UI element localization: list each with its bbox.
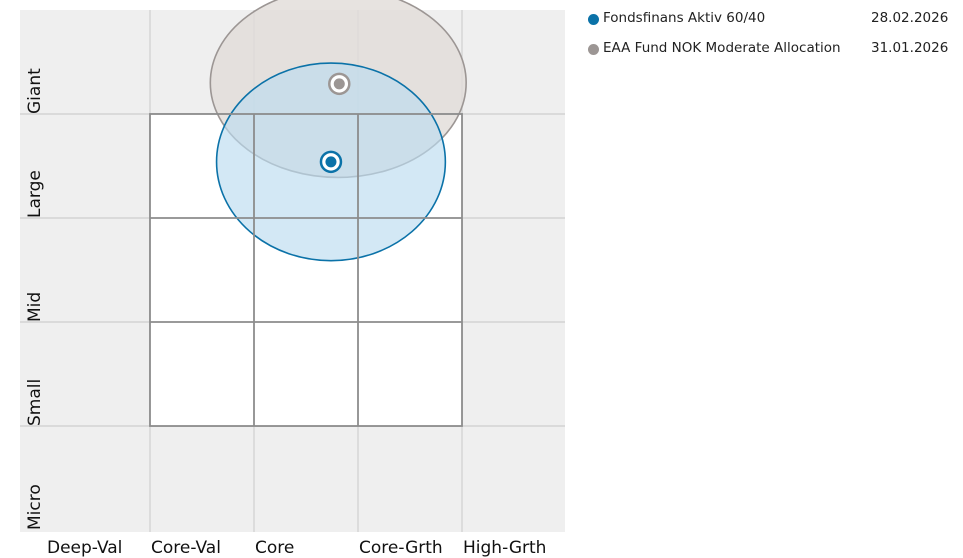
- legend-series-date: 28.02.2026: [871, 10, 949, 26]
- x-axis-labels: Deep-Val Core-Val Core Core-Grth High-Gr…: [47, 538, 546, 558]
- x-tick-label: Deep-Val: [47, 538, 122, 558]
- y-tick-label: Mid: [25, 292, 45, 322]
- style-box-cell: [150, 218, 254, 322]
- legend-item-category[interactable]: EAA Fund NOK Moderate Allocation 31.01.2…: [588, 40, 963, 62]
- peer-centroid-dot: [333, 78, 345, 90]
- style-box-grid: [149, 113, 463, 427]
- legend: Fondsfinans Aktiv 60/40 28.02.2026 EAA F…: [588, 10, 963, 70]
- style-box-cell: [358, 322, 462, 426]
- x-tick-label: Core-Val: [151, 538, 221, 558]
- fund-centroid-dot: [325, 156, 337, 168]
- y-tick-label: Large: [25, 170, 45, 218]
- style-box-outline: [149, 113, 463, 427]
- x-tick-label: High-Grth: [463, 538, 546, 558]
- style-box-cell: [254, 322, 358, 426]
- legend-series-name: Fondsfinans Aktiv 60/40: [603, 10, 766, 26]
- legend-dot-icon: [588, 14, 599, 25]
- y-axis-labels: Giant Large Mid Small Micro: [25, 68, 45, 530]
- legend-series-name: EAA Fund NOK Moderate Allocation: [603, 40, 841, 56]
- legend-dot-icon: [588, 44, 599, 55]
- y-tick-label: Small: [25, 379, 45, 426]
- style-box-cell: [150, 322, 254, 426]
- centroid-markers: [319, 72, 351, 174]
- y-tick-label: Giant: [25, 68, 45, 114]
- legend-item-fund[interactable]: Fondsfinans Aktiv 60/40 28.02.2026: [588, 10, 963, 32]
- x-tick-label: Core: [255, 538, 294, 558]
- legend-series-date: 31.01.2026: [871, 40, 949, 56]
- y-tick-label: Micro: [25, 484, 45, 530]
- x-tick-label: Core-Grth: [359, 538, 443, 558]
